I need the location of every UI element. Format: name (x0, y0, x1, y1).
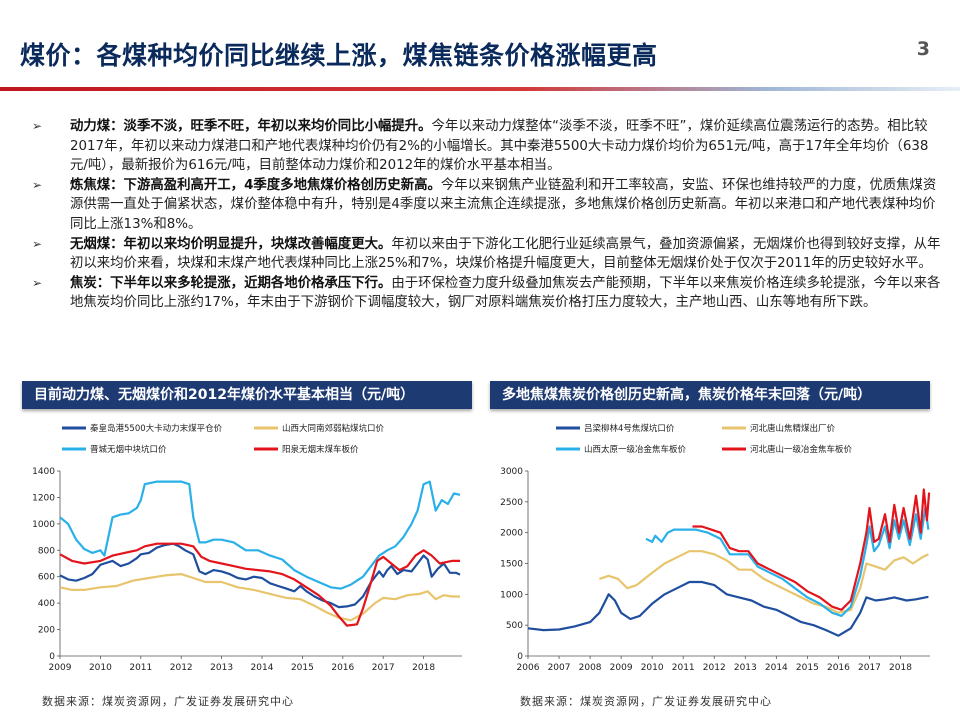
y-tick-label: 200 (38, 626, 55, 636)
paragraph-coking-coal: ➢ 炼焦煤：下游高盈利高开工，4季度多地焦煤价格创历史新高。今年以来钢焦产业链盈… (32, 176, 942, 235)
y-tick-label: 2500 (500, 498, 523, 508)
x-tick-label: 2011 (672, 663, 695, 673)
series-line (59, 573, 460, 622)
page-number: 3 (916, 38, 930, 60)
y-tick-label: 1000 (32, 520, 55, 530)
x-tick-label: 2018 (412, 663, 435, 673)
y-tick-label: 1000 (500, 590, 523, 600)
paragraph-text: 今年以来动力煤整体“淡季不淡，旺季不旺”，煤价延续高位震荡运行的态势。相比较20… (70, 119, 929, 174)
x-tick-label: 2010 (89, 663, 112, 673)
title-bar: 煤价：各煤种均价同比继续上涨，煤焦链条价格涨幅更高 3 (0, 0, 960, 92)
x-tick-label: 2017 (858, 663, 881, 673)
title-underline (0, 87, 960, 91)
series-line (645, 506, 930, 617)
x-tick-label: 2017 (372, 663, 395, 673)
left-source-note: 数据来源：煤炭资源网，广发证券发展研究中心 (42, 695, 294, 708)
paragraph-lead: 无烟煤：年初以来均价明显提升，块煤改善幅度更大。 (70, 236, 392, 252)
y-tick-label: 1400 (32, 467, 55, 477)
legend-label: 山西太原一级冶金焦车板价 (584, 444, 687, 455)
x-tick-label: 2013 (210, 663, 233, 673)
legend-label: 山西大同南郊弱粘煤坑口价 (282, 423, 385, 434)
body-text: ➢ 动力煤：淡季不淡，旺季不旺，年初以来均价同比小幅提升。今年以来动力煤整体“淡… (32, 117, 942, 313)
paragraph-text: 年初以来由于下游化工化肥行业延续高景气，叠加资源偏紧，无烟煤价也得到较好支撑，从… (70, 236, 941, 272)
series-line (59, 542, 461, 609)
y-tick-label: 500 (506, 621, 523, 631)
right-source-note: 数据来源：煤炭资源网，广发证券发展研究中心 (520, 695, 772, 708)
paragraph-lead: 炼焦煤：下游高盈利高开工，4季度多地焦煤价格创历史新高。 (70, 177, 441, 193)
legend-label: 河北唐山焦精煤出厂价 (750, 423, 836, 434)
x-tick-label: 2018 (889, 663, 912, 673)
legend-label: 阳泉无烟末煤车板价 (282, 444, 359, 455)
x-tick-label: 2007 (548, 663, 571, 673)
legend-label: 晋城无烟中块坑口价 (90, 444, 167, 455)
x-tick-label: 2010 (641, 663, 664, 673)
x-tick-label: 2015 (291, 663, 314, 673)
page-title: 煤价：各煤种均价同比继续上涨，煤焦链条价格涨幅更高 (20, 41, 658, 70)
x-tick-label: 2013 (734, 663, 757, 673)
right-chart-header: 多地焦煤焦炭价格创历史新高，焦炭价格年末回落（元/吨） (490, 381, 930, 409)
x-tick-label: 2009 (49, 663, 72, 673)
bullet-arrow-icon: ➢ (32, 236, 43, 251)
left-chart-header: 目前动力煤、无烟煤价和2012年煤价水平基本相当（元/吨） (22, 381, 472, 409)
paragraph-thermal-coal: ➢ 动力煤：淡季不淡，旺季不旺，年初以来均价同比小幅提升。今年以来动力煤整体“淡… (32, 117, 942, 176)
x-tick-label: 2012 (170, 663, 193, 673)
x-tick-label: 2009 (610, 663, 633, 673)
y-tick-label: 1500 (500, 560, 523, 570)
x-tick-label: 2012 (703, 663, 726, 673)
x-tick-label: 2014 (251, 663, 274, 673)
bullet-arrow-icon: ➢ (32, 119, 43, 133)
y-tick-label: 2000 (500, 529, 523, 539)
x-tick-label: 2016 (827, 663, 850, 673)
series-line (527, 580, 929, 637)
paragraph-lead: 动力煤：淡季不淡，旺季不旺，年初以来均价同比小幅提升。 (70, 119, 432, 134)
paragraph-anthracite: ➢ 无烟煤：年初以来均价明显提升，块煤改善幅度更大。年初以来由于下游化工化肥行业… (32, 235, 942, 274)
y-tick-label: 400 (38, 599, 55, 609)
x-tick-label: 2011 (129, 663, 152, 673)
series-line (59, 542, 460, 627)
paragraph-text: 今年以来钢焦产业链盈利和开工率较高，安监、环保也维持较严的力度，优质焦煤资源供需… (70, 177, 937, 232)
x-tick-label: 2008 (579, 663, 602, 673)
series-line (599, 550, 929, 614)
bullet-arrow-icon: ➢ (32, 177, 43, 192)
legend-label: 秦皇岛港5500大卡动力末煤平仓价 (90, 423, 223, 434)
x-tick-label: 2015 (796, 663, 819, 673)
y-tick-label: 1200 (32, 493, 55, 503)
y-tick-label: 800 (38, 546, 55, 556)
x-tick-label: 2014 (765, 663, 788, 673)
x-tick-label: 2006 (517, 663, 540, 673)
legend-label: 吕梁柳林4号焦煤坑口价 (584, 423, 675, 434)
paragraph-lead: 焦炭：下半年以来多轮提涨，近期各地价格承压下行。 (70, 275, 392, 291)
paragraph-coke: ➢ 焦炭：下半年以来多轮提涨，近期各地价格承压下行。由于环保检查力度升级叠加焦炭… (32, 274, 942, 313)
y-tick-label: 3000 (500, 467, 523, 477)
x-tick-label: 2016 (331, 663, 354, 673)
y-tick-label: 0 (517, 652, 523, 662)
series-line (59, 480, 461, 590)
bullet-arrow-icon: ➢ (32, 275, 43, 290)
y-tick-label: 0 (49, 652, 55, 662)
series-line (692, 488, 931, 611)
y-tick-label: 600 (38, 573, 55, 583)
legend-label: 河北唐山一级冶金焦车板价 (750, 444, 853, 455)
paragraph-text: 由于环保检查力度升级叠加焦炭去产能预期，下半年以来焦炭价格连续多轮提涨，今年以来… (70, 275, 941, 311)
